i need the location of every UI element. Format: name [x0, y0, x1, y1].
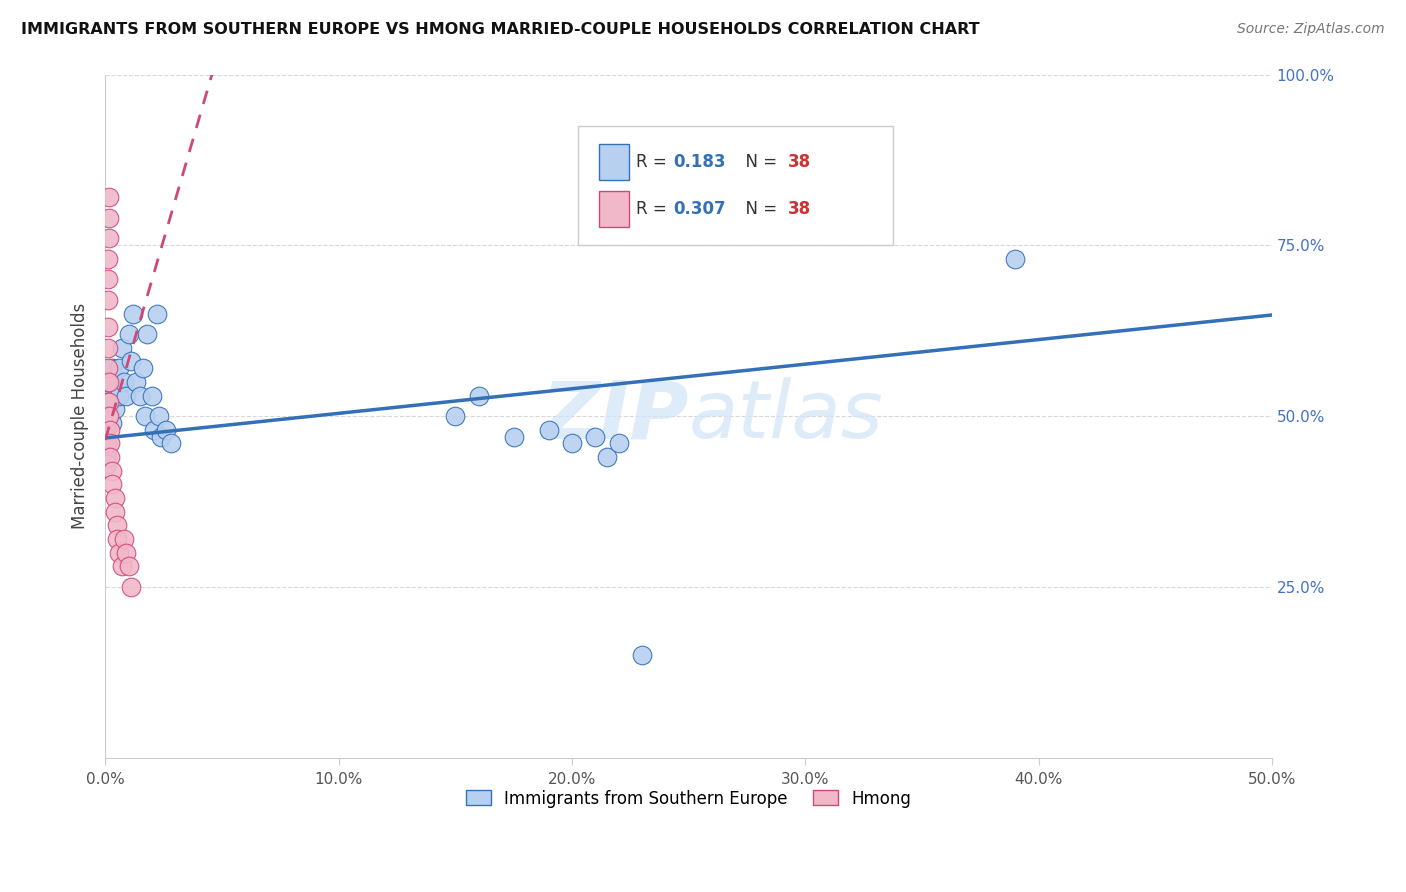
Point: [101, 416, 124, 430]
Point: [467, 388, 489, 402]
FancyBboxPatch shape: [599, 145, 628, 180]
Point: [141, 388, 163, 402]
Text: 38: 38: [787, 200, 811, 218]
Point: [97, 252, 120, 266]
Text: N =: N =: [735, 200, 783, 218]
Point: [108, 546, 131, 560]
Point: [103, 491, 125, 505]
Text: 0.183: 0.183: [673, 153, 725, 171]
Point: [607, 436, 630, 450]
Text: Source: ZipAtlas.com: Source: ZipAtlas.com: [1237, 22, 1385, 37]
Point: [502, 429, 524, 443]
Y-axis label: Married-couple Households: Married-couple Households: [72, 303, 89, 529]
Point: [129, 388, 152, 402]
Point: [98, 450, 121, 464]
Point: [97, 320, 120, 334]
Point: [96, 361, 118, 376]
Text: 0.307: 0.307: [673, 200, 725, 218]
Point: [96, 382, 118, 396]
Point: [117, 327, 139, 342]
Text: atlas: atlas: [689, 377, 883, 455]
FancyBboxPatch shape: [599, 191, 628, 227]
Point: [444, 409, 467, 423]
Point: [124, 375, 146, 389]
Text: N =: N =: [735, 153, 783, 171]
Point: [108, 388, 131, 402]
Point: [97, 293, 120, 307]
Point: [98, 409, 121, 423]
Point: [150, 429, 173, 443]
Point: [134, 409, 156, 423]
Point: [103, 505, 125, 519]
Point: [1004, 252, 1026, 266]
Point: [112, 375, 135, 389]
Point: [120, 354, 142, 368]
Point: [108, 361, 131, 376]
Point: [583, 429, 606, 443]
Point: [96, 409, 118, 423]
Point: [145, 307, 167, 321]
Point: [96, 436, 118, 450]
Point: [110, 559, 132, 574]
Point: [115, 546, 138, 560]
Point: [148, 409, 170, 423]
Point: [98, 375, 121, 389]
Point: [101, 361, 124, 376]
Point: [98, 395, 121, 409]
Point: [105, 518, 128, 533]
Point: [110, 341, 132, 355]
Point: [97, 231, 120, 245]
Point: [97, 190, 120, 204]
Text: R =: R =: [636, 200, 672, 218]
Point: [561, 436, 583, 450]
Point: [101, 464, 124, 478]
Legend: Immigrants from Southern Europe, Hmong: Immigrants from Southern Europe, Hmong: [460, 783, 918, 814]
Point: [136, 327, 159, 342]
Point: [96, 457, 118, 471]
Point: [155, 423, 177, 437]
Point: [97, 341, 120, 355]
Point: [94, 423, 117, 437]
Point: [105, 382, 128, 396]
Point: [101, 477, 124, 491]
Point: [97, 211, 120, 225]
Point: [96, 409, 118, 423]
Point: [115, 388, 138, 402]
Point: [112, 532, 135, 546]
Point: [98, 436, 121, 450]
Point: [131, 361, 153, 376]
Point: [96, 443, 118, 458]
Point: [631, 648, 654, 663]
Point: [120, 580, 142, 594]
Point: [98, 375, 121, 389]
Text: ZIP: ZIP: [541, 377, 689, 455]
FancyBboxPatch shape: [578, 126, 893, 245]
Point: [96, 402, 118, 417]
Point: [159, 436, 181, 450]
Point: [98, 423, 121, 437]
Point: [105, 532, 128, 546]
Text: R =: R =: [636, 153, 672, 171]
Point: [596, 450, 619, 464]
Point: [97, 272, 120, 286]
Point: [96, 375, 118, 389]
Point: [103, 402, 125, 417]
Text: IMMIGRANTS FROM SOUTHERN EUROPE VS HMONG MARRIED-COUPLE HOUSEHOLDS CORRELATION C: IMMIGRANTS FROM SOUTHERN EUROPE VS HMONG…: [21, 22, 980, 37]
Point: [122, 307, 145, 321]
Point: [98, 395, 121, 409]
Point: [96, 395, 118, 409]
Point: [96, 450, 118, 464]
Point: [537, 423, 560, 437]
Point: [143, 423, 166, 437]
Point: [94, 416, 117, 430]
Text: 38: 38: [787, 153, 811, 171]
Point: [117, 559, 139, 574]
Point: [94, 429, 117, 443]
